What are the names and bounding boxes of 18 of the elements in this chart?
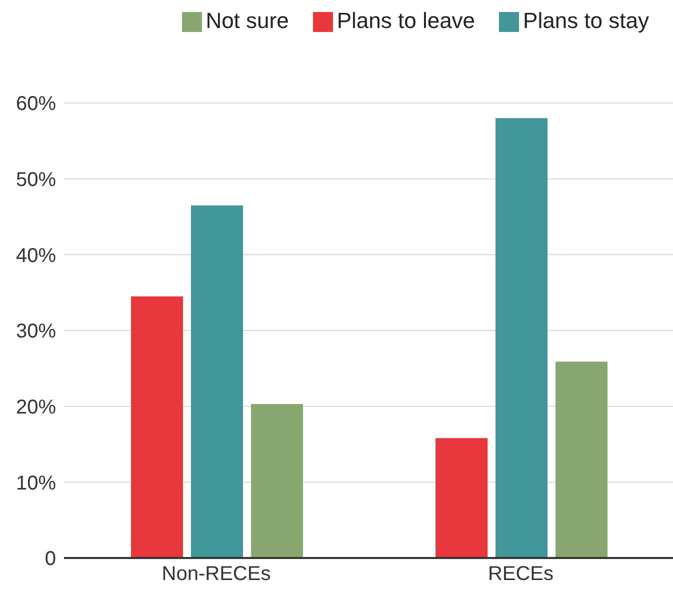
bar bbox=[250, 404, 303, 558]
bar bbox=[190, 205, 243, 558]
y-tick-label: 60% bbox=[16, 93, 56, 116]
y-tick-label: 20% bbox=[16, 396, 56, 418]
x-tick-label: Non-RECEs bbox=[162, 563, 271, 586]
y-tick-label: 40% bbox=[16, 244, 56, 267]
legend-label: Not sure bbox=[206, 8, 289, 33]
y-tick-label: 10% bbox=[16, 472, 56, 494]
bar bbox=[435, 438, 488, 558]
bar bbox=[555, 362, 608, 558]
bar bbox=[495, 118, 548, 558]
y-tick-label: 0 bbox=[44, 548, 56, 570]
legend-label: Plans to stay bbox=[523, 8, 649, 33]
x-tick-label: RECEs bbox=[488, 563, 554, 586]
y-tick-label: 30% bbox=[16, 320, 56, 343]
y-tick-label: 50% bbox=[16, 168, 56, 191]
legend-label: Plans to leave bbox=[336, 8, 476, 33]
bar bbox=[130, 296, 183, 558]
